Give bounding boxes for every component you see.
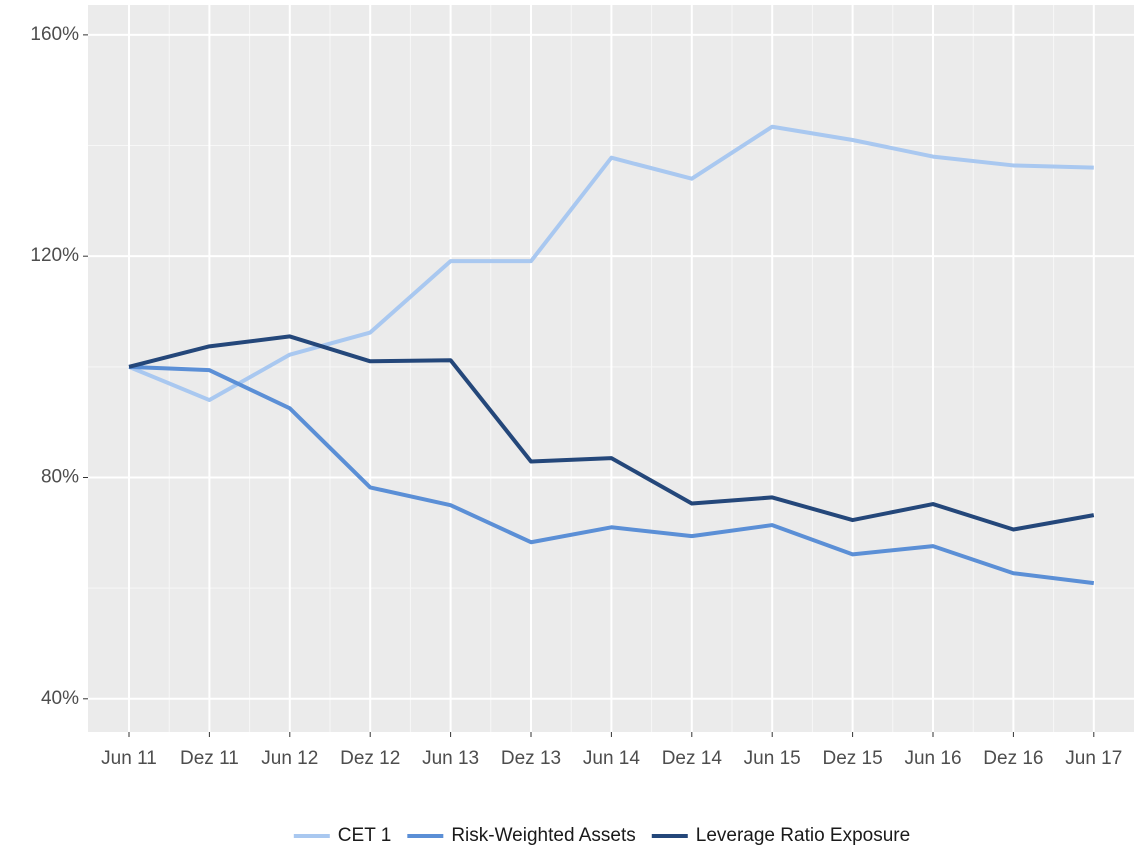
data-line — [128, 334, 1095, 532]
legend-label: Risk-Weighted Assets — [451, 825, 635, 846]
y-tick-label: 160% — [30, 24, 79, 45]
x-tick-label: Jun 13 — [422, 748, 479, 769]
y-tick-label: 40% — [41, 688, 79, 709]
y-tick-label: 120% — [30, 245, 79, 266]
legend-item: Leverage Ratio Exposure — [651, 825, 910, 846]
legend: CET 1 Risk-Weighted Assets Leverage Ratio … — [293, 825, 910, 846]
x-tick-label: Dez 13 — [501, 748, 561, 769]
x-tick-label: Dez 11 — [180, 748, 239, 769]
legend-item: Risk-Weighted Assets — [407, 825, 636, 846]
x-tick-label: Jun 15 — [744, 748, 801, 769]
legend-label: CET 1 — [338, 825, 392, 846]
x-tick-label: Jun 11 — [101, 748, 157, 769]
x-tick-label: Dez 16 — [983, 748, 1043, 769]
x-tick-label: Jun 14 — [583, 748, 640, 769]
x-tick-label: Dez 15 — [822, 748, 882, 769]
x-tick-label: Dez 14 — [662, 748, 723, 769]
y-tick-label: 80% — [41, 467, 79, 488]
legend-label: Leverage Ratio Exposure — [696, 825, 910, 846]
x-tick-label: Jun 16 — [904, 748, 961, 769]
x-tick-label: Dez 12 — [340, 748, 400, 769]
x-tick-label: Jun 17 — [1065, 748, 1122, 769]
x-tick-label: Jun 12 — [261, 748, 318, 769]
legend-item: CET 1 — [293, 825, 392, 846]
data-line — [128, 124, 1094, 403]
data-line — [128, 364, 1095, 586]
